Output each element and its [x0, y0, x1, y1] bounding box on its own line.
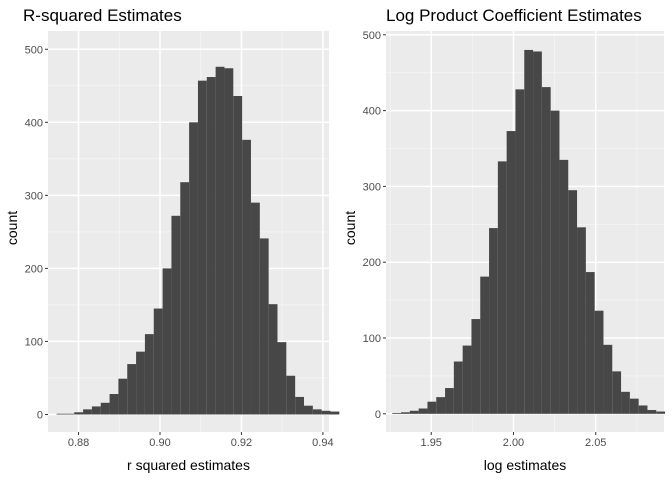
r-squared-y-tick-label: 400: [25, 117, 43, 129]
r-squared-bar: [118, 378, 128, 415]
log-product-x-tick-label: 2.00: [503, 437, 524, 449]
log-product-bar: [612, 371, 622, 414]
log-product-y-axis-title: count: [342, 211, 358, 245]
r-squared-bar: [259, 238, 269, 415]
log-product-bar: [577, 227, 586, 414]
r-squared-bar: [100, 402, 110, 415]
log-product-bar: [629, 398, 639, 414]
r-squared-bar: [162, 268, 172, 415]
r-squared-y-axis: 0 100 200 300 400 500: [25, 44, 48, 421]
r-squared-bar: [286, 375, 296, 415]
log-product-bar: [515, 89, 525, 414]
log-product-bar: [594, 310, 604, 414]
log-product-chart-title: Log Product Coefficient Estimates: [386, 6, 642, 25]
r-squared-bar: [56, 413, 66, 415]
r-squared-x-tick-label: 0.94: [312, 437, 333, 449]
log-product-bar: [436, 397, 446, 414]
log-product-bar: [427, 401, 437, 414]
r-squared-bar: [83, 409, 92, 415]
r-squared-bar: [127, 364, 137, 415]
log-product-bar: [445, 388, 454, 414]
log-product-y-tick-label: 500: [363, 30, 381, 42]
log-product-bar: [453, 361, 463, 414]
log-product-x-axis-title: log estimates: [484, 457, 566, 473]
r-squared-bar: [215, 66, 225, 415]
log-product-bar: [392, 413, 402, 414]
r-squared-bar: [277, 342, 287, 415]
r-squared-bar: [206, 77, 216, 415]
r-squared-bar: [65, 413, 75, 415]
log-product-bar: [638, 405, 648, 414]
log-product-bar: [462, 345, 472, 414]
log-product-bar: [656, 411, 666, 414]
r-squared-bar: [303, 405, 313, 415]
log-product-y-tick-label: 400: [363, 106, 381, 118]
r-squared-bar: [144, 334, 154, 415]
r-squared-bar: [312, 409, 322, 415]
r-squared-bar: [268, 304, 278, 415]
log-product-bar: [418, 408, 428, 414]
log-product-bar: [603, 344, 613, 414]
log-product-bar: [506, 131, 516, 414]
log-product-bar: [568, 190, 578, 414]
log-product-bar: [585, 272, 595, 414]
r-squared-bar: [171, 215, 181, 415]
log-product-bar: [533, 51, 542, 414]
log-product-bar: [409, 410, 419, 414]
r-squared-bar: [295, 396, 304, 415]
r-squared-y-tick-label: 200: [25, 263, 43, 275]
r-squared-bar: [197, 80, 207, 415]
r-squared-bar: [242, 139, 251, 415]
log-product-x-axis: 1.95 2.00 2.05: [421, 432, 606, 449]
log-product-bar: [401, 412, 410, 414]
r-squared-bar: [233, 96, 243, 415]
r-squared-bar: [321, 410, 331, 415]
r-squared-bar: [330, 411, 340, 415]
log-product-bar: [559, 159, 569, 414]
r-squared-y-axis-title: count: [4, 211, 20, 245]
log-product-y-tick-label: 100: [363, 333, 381, 345]
r-squared-x-tick-label: 0.90: [149, 437, 170, 449]
log-product-y-tick-label: 0: [375, 409, 381, 421]
log-product-bar: [621, 391, 630, 414]
log-product-bars: [392, 49, 666, 414]
r-squared-bar: [189, 122, 198, 415]
log-product-bar: [480, 276, 490, 414]
log-product-histogram-panel: Log Product Coefficient Estimates 1.95 2.…: [342, 6, 666, 473]
r-squared-x-tick-label: 0.88: [68, 437, 89, 449]
log-product-bar: [497, 161, 507, 414]
log-product-x-tick-label: 2.05: [585, 437, 606, 449]
r-squared-bar: [136, 351, 145, 415]
r-squared-x-axis-title: r squared estimates: [127, 457, 250, 473]
log-product-bar: [524, 49, 534, 414]
r-squared-bar: [91, 406, 101, 415]
log-product-bar: [489, 228, 498, 414]
r-squared-x-tick-label: 0.92: [231, 437, 252, 449]
log-product-y-tick-label: 300: [363, 181, 381, 193]
r-squared-y-tick-label: 100: [25, 336, 43, 348]
r-squared-chart-title: R-squared Estimates: [23, 6, 182, 25]
r-squared-y-tick-label: 300: [25, 190, 43, 202]
r-squared-bars: [56, 66, 340, 415]
log-product-bar: [647, 410, 657, 414]
r-squared-x-axis: 0.88 0.90 0.92 0.94: [68, 432, 334, 449]
r-squared-histogram-panel: R-squared Estimates 0.88 0.90 0.92 0.94 0 10…: [4, 6, 340, 473]
log-product-bar: [550, 110, 560, 414]
r-squared-y-tick-label: 0: [37, 409, 43, 421]
log-product-x-tick-label: 1.95: [421, 437, 442, 449]
log-product-bar: [541, 87, 551, 414]
r-squared-y-tick-label: 500: [25, 44, 43, 56]
r-squared-bar: [250, 202, 260, 415]
r-squared-bar: [153, 308, 163, 415]
r-squared-bar: [180, 182, 190, 415]
log-product-y-axis: 0 100 200 300 400 500: [363, 30, 386, 421]
log-product-y-tick-label: 200: [363, 257, 381, 269]
r-squared-bar: [224, 68, 234, 415]
r-squared-bar: [109, 394, 119, 415]
log-product-bar: [471, 319, 481, 414]
r-squared-bar: [74, 412, 84, 415]
